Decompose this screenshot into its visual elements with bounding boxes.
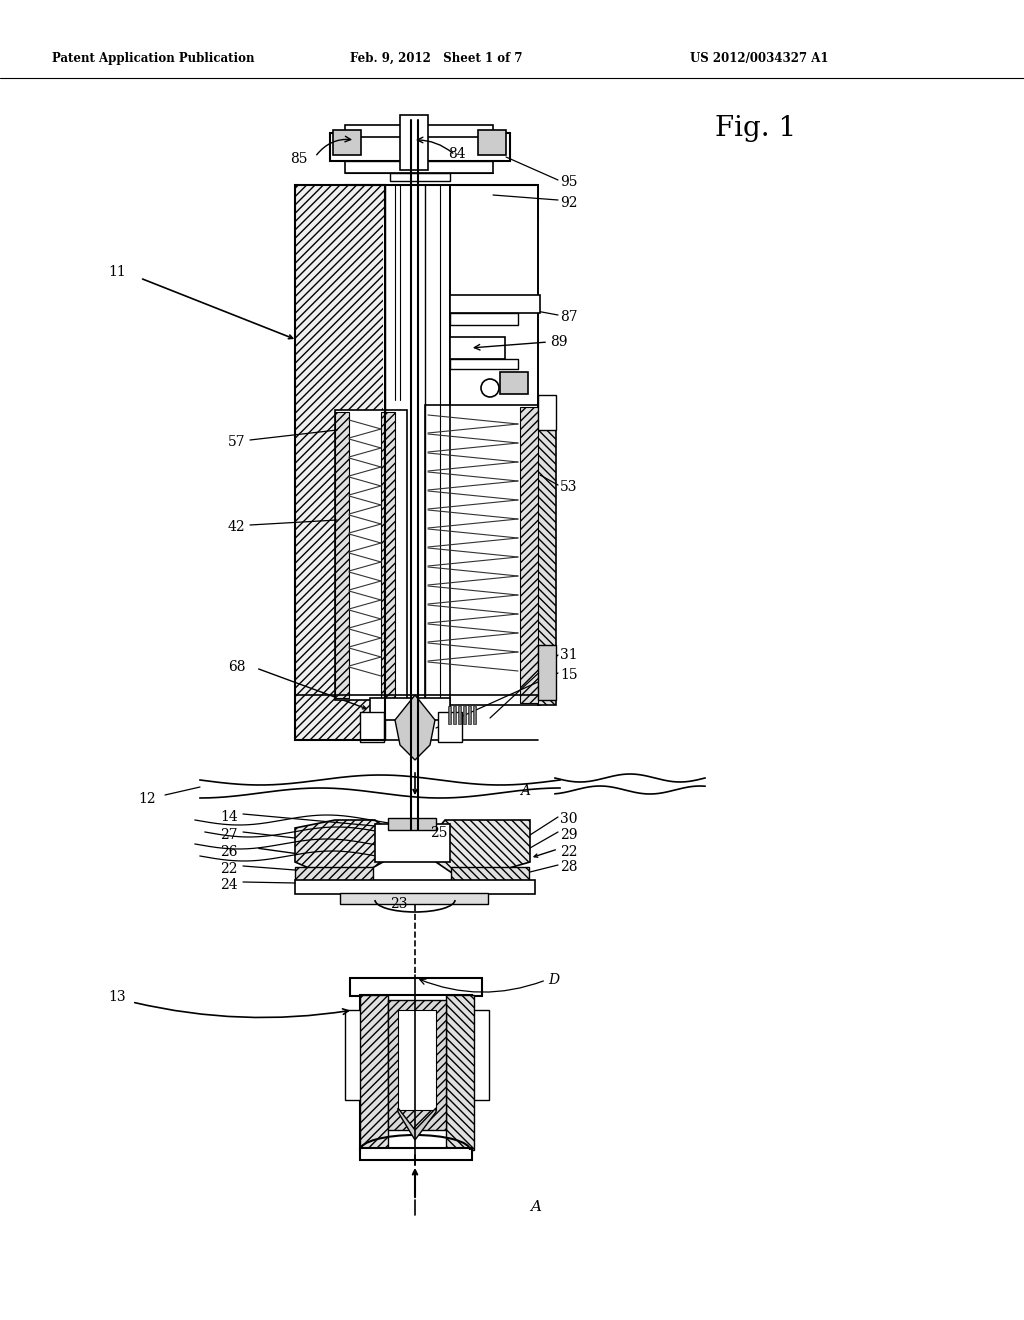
Bar	[295, 867, 373, 880]
Bar	[453, 220, 541, 680]
Bar	[478, 129, 506, 154]
Text: 12: 12	[138, 792, 156, 807]
Polygon shape	[398, 1107, 436, 1140]
Bar	[330, 133, 510, 161]
Text: 85: 85	[290, 152, 307, 166]
Bar	[398, 1010, 436, 1110]
Text: 29: 29	[560, 828, 578, 842]
Bar	[340, 894, 488, 904]
Bar	[458, 706, 461, 723]
Bar	[345, 161, 493, 173]
Bar	[350, 978, 482, 997]
Bar	[345, 125, 493, 137]
Bar	[453, 706, 456, 723]
Text: D: D	[548, 973, 559, 987]
Bar	[450, 313, 518, 325]
Bar	[473, 706, 476, 723]
Text: 31: 31	[560, 648, 578, 663]
Polygon shape	[430, 820, 530, 875]
Bar	[360, 1148, 472, 1160]
Bar	[450, 185, 538, 484]
Bar	[438, 711, 462, 742]
Text: 23: 23	[390, 898, 408, 911]
Bar	[335, 411, 407, 700]
Bar	[451, 867, 529, 880]
Bar	[360, 995, 472, 1150]
Text: 26: 26	[220, 845, 238, 859]
Bar	[425, 405, 540, 705]
Bar	[370, 698, 450, 719]
Bar	[345, 1010, 361, 1100]
Bar	[450, 359, 518, 370]
Bar	[500, 372, 528, 393]
Text: 30: 30	[560, 812, 578, 826]
Text: 24: 24	[220, 878, 238, 892]
Text: 27: 27	[220, 828, 238, 842]
Text: A: A	[520, 784, 530, 799]
Text: Patent Application Publication: Patent Application Publication	[52, 51, 255, 65]
Text: Feb. 9, 2012   Sheet 1 of 7: Feb. 9, 2012 Sheet 1 of 7	[350, 51, 522, 65]
Bar	[452, 187, 536, 483]
Bar	[335, 412, 349, 698]
Text: 42: 42	[228, 520, 246, 535]
Bar	[463, 706, 466, 723]
Bar	[520, 407, 538, 704]
Bar	[388, 818, 436, 830]
Bar	[360, 995, 388, 1150]
Bar	[383, 220, 453, 741]
Text: 28: 28	[560, 861, 578, 874]
Text: 92: 92	[560, 195, 578, 210]
Bar	[390, 173, 450, 181]
Bar	[381, 412, 395, 698]
Text: 87: 87	[560, 310, 578, 323]
Bar	[295, 185, 385, 741]
Bar	[295, 880, 535, 894]
Text: 53: 53	[560, 480, 578, 494]
Bar	[446, 995, 474, 1150]
Bar	[450, 337, 505, 359]
Text: 95: 95	[560, 176, 578, 189]
Text: A: A	[530, 1200, 541, 1214]
Text: 11: 11	[108, 265, 126, 279]
Bar	[295, 185, 385, 741]
Text: 57: 57	[228, 436, 246, 449]
Text: 89: 89	[550, 335, 567, 348]
Text: 22: 22	[560, 845, 578, 859]
Bar	[538, 645, 556, 700]
Text: Fig. 1: Fig. 1	[715, 115, 797, 143]
Text: 22: 22	[220, 862, 238, 876]
Polygon shape	[295, 820, 400, 875]
Bar	[538, 395, 556, 430]
Text: 84: 84	[449, 147, 466, 161]
Bar	[400, 115, 428, 170]
Bar	[468, 706, 471, 723]
Text: 68: 68	[228, 660, 246, 675]
Polygon shape	[395, 696, 435, 760]
Bar	[450, 185, 538, 680]
Bar	[375, 824, 450, 862]
Bar	[473, 1010, 489, 1100]
Bar	[388, 1001, 446, 1130]
Text: 15: 15	[560, 668, 578, 682]
Text: 25: 25	[430, 826, 447, 840]
Bar	[449, 706, 451, 723]
Text: 14: 14	[220, 810, 238, 824]
Bar	[538, 405, 556, 705]
Bar	[450, 294, 540, 313]
Bar	[333, 129, 361, 154]
Text: US 2012/0034327 A1: US 2012/0034327 A1	[690, 51, 828, 65]
Bar	[360, 711, 384, 742]
Text: 13: 13	[108, 990, 126, 1005]
